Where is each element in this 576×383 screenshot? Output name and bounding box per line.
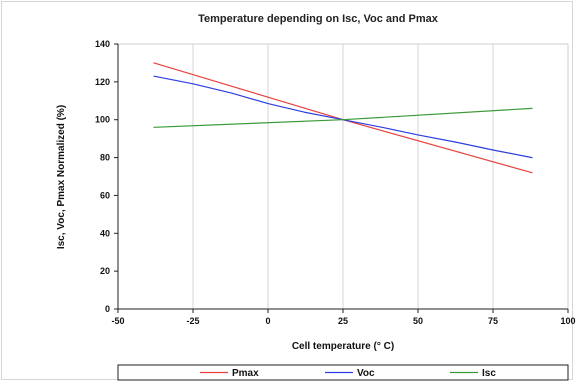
- grid-lines: [192, 44, 494, 309]
- tick-labels: -50 -25 0 25 50 75 100 0 20 40 60 80 100 120 140: [95, 39, 576, 326]
- x-tick-label: 100: [560, 316, 575, 326]
- chart-title: Temperature depending on Isc, Voc and Pm…: [198, 13, 439, 25]
- x-tick-label: 75: [488, 316, 498, 326]
- axes: [114, 43, 569, 313]
- x-tick-label: 25: [338, 316, 348, 326]
- x-tick-label: -50: [111, 316, 124, 326]
- y-tick-label: 80: [100, 153, 110, 163]
- y-tick-label: 100: [95, 115, 110, 125]
- series-line-isc: [153, 107, 533, 128]
- y-axis-label: Isc, Voc, Pmax Normalized (%): [56, 105, 67, 249]
- x-tick-label: 0: [265, 316, 270, 326]
- y-tick-label: 40: [100, 228, 110, 238]
- y-tick-label: 60: [100, 190, 110, 200]
- x-tick-label: 50: [413, 316, 423, 326]
- y-tick-label: 140: [95, 39, 110, 49]
- x-axis-label: Cell temperature (° C): [292, 341, 394, 352]
- legend-label-isc: Isc: [482, 368, 496, 379]
- y-tick-label: 0: [105, 304, 110, 314]
- legend-label-voc: Voc: [357, 368, 375, 379]
- x-tick-label: -25: [186, 316, 199, 326]
- legend-label-pmax: Pmax: [232, 368, 259, 379]
- y-tick-label: 20: [100, 266, 110, 276]
- series-lines: [153, 62, 533, 174]
- legend: Pmax Voc Isc: [200, 368, 496, 379]
- y-tick-label: 120: [95, 77, 110, 87]
